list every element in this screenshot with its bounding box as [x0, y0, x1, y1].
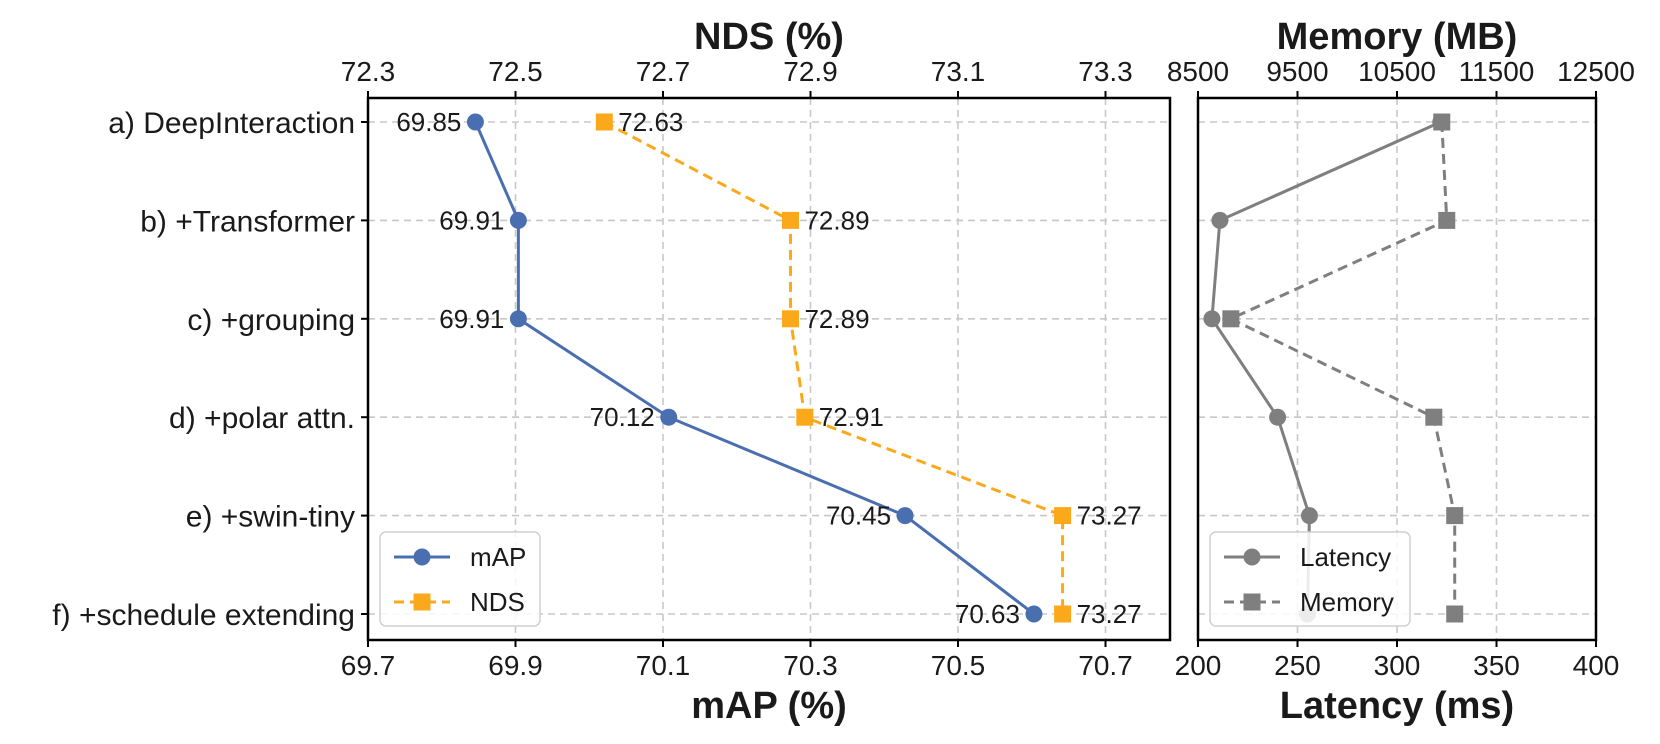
- right-point-memory: [1446, 605, 1464, 623]
- left-x2tick-label: 73.3: [1078, 56, 1133, 87]
- left-point-nds: [781, 211, 799, 229]
- left-point-nds: [595, 113, 613, 131]
- left-xtick-label: 70.5: [931, 650, 986, 681]
- category-label: b) +Transformer: [140, 205, 355, 238]
- left-axes-frame: [366, 96, 1172, 642]
- right-axes-frame: [1196, 96, 1598, 642]
- left-legend: mAP NDS: [379, 531, 541, 627]
- left-point-nds: [1054, 605, 1072, 623]
- left-xtick-label: 70.3: [783, 650, 838, 681]
- right-series-line-memory: [1227, 121, 1457, 614]
- left-xtick-label: 69.9: [488, 650, 543, 681]
- left-data-label-nds: 73.27: [1077, 501, 1142, 531]
- category-label: a) DeepInteraction: [108, 107, 355, 140]
- right-xtick-label: 350: [1473, 650, 1520, 681]
- right-point-latency: [1269, 408, 1287, 426]
- right-x2tick-label: 9500: [1266, 56, 1328, 87]
- left-xtick-label: 70.7: [1078, 650, 1133, 681]
- right-point-memory: [1438, 211, 1456, 229]
- left-x2tick-label: 72.7: [636, 56, 691, 87]
- left-point-map: [896, 507, 914, 525]
- left-legend-marker-nds: [413, 593, 431, 611]
- right-xtick-label: 200: [1175, 650, 1222, 681]
- right-xlabel: Latency (ms): [1280, 685, 1514, 727]
- right-point-latency: [1300, 507, 1318, 525]
- right-x2tick-label: 11500: [1459, 56, 1535, 87]
- left-xtick-label: 70.1: [636, 650, 691, 681]
- right-point-memory: [1433, 113, 1451, 131]
- left-data-label-map: 70.45: [826, 501, 891, 531]
- left-data-label-map: 70.12: [590, 402, 655, 432]
- right-legend-label-memory: Memory: [1300, 587, 1394, 617]
- left-series-line-map: [474, 121, 1035, 616]
- left-data-label-nds: 72.89: [804, 205, 869, 235]
- right-x2tick-label: 8500: [1167, 56, 1229, 87]
- left-data-label-nds: 72.91: [819, 402, 884, 432]
- left-x2tick-label: 72.5: [488, 56, 543, 87]
- left-point-map: [660, 408, 678, 426]
- left-point-map: [509, 310, 527, 328]
- left-data-label-nds: 73.27: [1077, 599, 1142, 629]
- left-x2label: NDS (%): [694, 16, 844, 58]
- left-point-nds: [781, 310, 799, 328]
- left-legend-label-map: mAP: [470, 542, 526, 572]
- left-point-map: [466, 113, 484, 131]
- category-label: f) +schedule extending: [52, 599, 355, 632]
- left-data-label-nds: 72.89: [804, 304, 869, 334]
- right-legend-label-latency: Latency: [1300, 542, 1391, 572]
- left-data-label-map: 69.91: [439, 304, 504, 334]
- left-data-label-map: 69.85: [396, 107, 461, 137]
- left-x2tick-label: 72.3: [341, 56, 396, 87]
- right-xtick-label: 400: [1573, 650, 1620, 681]
- right-point-memory: [1222, 310, 1240, 328]
- right-xtick-label: 300: [1374, 650, 1421, 681]
- left-point-nds: [1054, 507, 1072, 525]
- left-data-label-nds: 72.63: [618, 107, 683, 137]
- category-labels: a) DeepInteraction b) +Transformer c) +gro…: [52, 107, 368, 632]
- left-x2tick-label: 73.1: [931, 56, 986, 87]
- right-xtick-label: 250: [1274, 650, 1321, 681]
- right-x2tick-label: 10500: [1358, 56, 1436, 87]
- right-panel: 200 250 300 350 400 8500 9500 10500 11500 12500 La…: [1167, 16, 1635, 727]
- left-point-nds: [796, 408, 814, 426]
- left-panel: 69.7 69.9 70.1 70.3 70.5 70.7 72.3 72.5 72.7 72.9…: [341, 16, 1172, 727]
- right-x2tick-label: 12500: [1557, 56, 1635, 87]
- left-point-map: [509, 211, 527, 229]
- left-x2tick-label: 72.9: [783, 56, 838, 87]
- category-label: e) +swin-tiny: [186, 501, 355, 534]
- right-point-memory: [1446, 507, 1464, 525]
- right-x2label: Memory (MB): [1277, 16, 1518, 58]
- left-legend-marker-map: [413, 548, 431, 566]
- left-point-map: [1025, 605, 1043, 623]
- right-legend-marker-memory: [1243, 593, 1261, 611]
- left-data-label-map: 70.63: [955, 599, 1020, 629]
- right-point-memory: [1425, 408, 1443, 426]
- right-point-latency: [1211, 211, 1229, 229]
- category-label: c) +grouping: [187, 304, 355, 337]
- right-point-latency: [1203, 310, 1221, 328]
- left-legend-label-nds: NDS: [470, 587, 525, 617]
- left-data-label-map: 69.91: [439, 205, 504, 235]
- left-xtick-label: 69.7: [341, 650, 396, 681]
- left-xlabel: mAP (%): [691, 685, 847, 727]
- right-legend: Latency Memory: [1209, 531, 1411, 627]
- category-label: d) +polar attn.: [169, 402, 355, 435]
- right-legend-marker-latency: [1243, 548, 1261, 566]
- left-series-line-nds: [603, 120, 1065, 614]
